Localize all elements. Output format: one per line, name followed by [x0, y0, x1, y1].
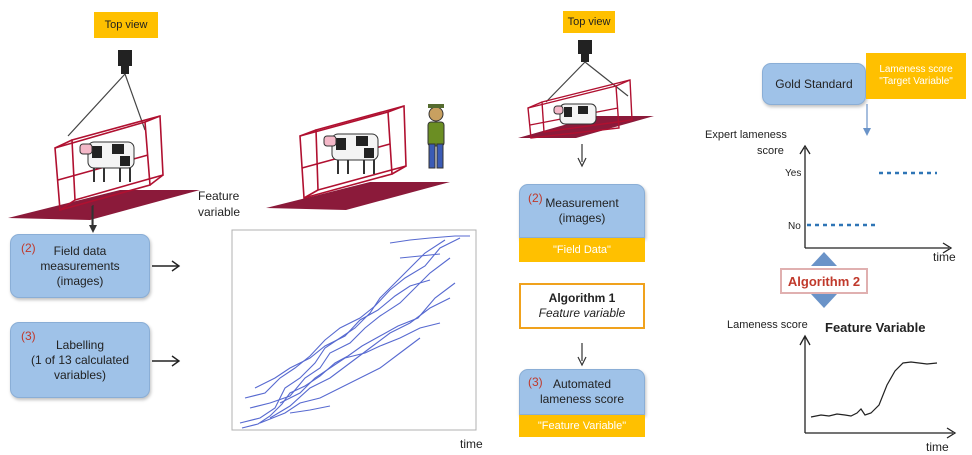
measurement-line1: Measurement — [545, 196, 619, 210]
feature-variable-label-line1: Feature — [198, 189, 240, 203]
top-view-label-left: Top view — [94, 12, 158, 38]
algorithm2-box: Algorithm 2 — [780, 268, 868, 294]
automated-score-num: (3) — [528, 375, 543, 389]
no-tick-label: No — [788, 221, 801, 232]
lameness-score-x-label: time — [926, 440, 949, 454]
field-data-line2: measurements — [40, 258, 120, 273]
lameness-score-chart — [799, 334, 957, 439]
target-variable-line1: Lameness score — [879, 64, 953, 75]
gold-standard-box: Gold Standard — [762, 63, 866, 105]
down-arrow-middle-2 — [577, 343, 587, 367]
algorithm1-box: Algorithm 1 Feature variable — [519, 283, 645, 329]
algorithm2-down-arrow — [811, 294, 837, 308]
expert-score-label-line1: Expert lameness — [705, 129, 787, 141]
expert-score-axis-label: Expert lameness score — [705, 127, 787, 159]
feature-variable-chart-title: Feature Variable — [825, 320, 926, 335]
field-data-line1: Field data — [53, 243, 107, 258]
target-variable-line2: "Target Variable" — [879, 76, 953, 87]
algorithm2-up-arrow — [811, 252, 837, 266]
algorithm1-subtitle: Feature variable — [538, 306, 626, 320]
cage-with-farmer-illustration — [266, 104, 450, 210]
measurement-box: (2) Measurement (images) — [519, 184, 645, 238]
labelling-line2: (1 of 13 calculated — [30, 352, 130, 367]
field-data-line3: (images) — [56, 273, 104, 288]
feature-variable-tag: "Feature Variable" — [519, 415, 645, 437]
feature-variable-x-label: time — [460, 437, 483, 451]
right-arrow-field — [152, 260, 181, 272]
labelling-line3: variables) — [53, 367, 107, 382]
field-data-box: (2) Field data measurements (images) — [10, 234, 150, 298]
labelling-box: (3) Labelling (1 of 13 calculated variab… — [10, 322, 150, 398]
field-data-num: (2) — [21, 241, 36, 255]
automated-score-line2: lameness score — [539, 392, 625, 406]
measurement-num: (2) — [528, 191, 543, 205]
feature-variable-axis-label: Feature variable — [198, 188, 240, 220]
feature-variable-label-line2: variable — [198, 205, 241, 219]
expert-score-label-line2: score — [757, 145, 784, 157]
expert-score-chart — [799, 144, 953, 254]
yes-tick-label: Yes — [785, 168, 802, 179]
lameness-score-axis-label: Lameness score — [727, 319, 808, 331]
expert-score-x-label: time — [933, 250, 956, 264]
top-view-label-middle: Top view — [563, 11, 615, 33]
feature-variable-plot — [231, 229, 477, 431]
automated-score-line1: Automated — [552, 377, 612, 391]
down-arrow-left — [89, 205, 97, 233]
measurement-line2: (images) — [558, 211, 606, 225]
field-data-tag: "Field Data" — [519, 238, 645, 262]
camera-cage-illustration-middle — [518, 40, 654, 139]
down-arrow-middle-1 — [577, 144, 587, 168]
algorithm1-title: Algorithm 1 — [548, 291, 616, 305]
camera-cage-illustration-left — [8, 50, 200, 226]
automated-score-box: (3) Automated lameness score — [519, 369, 645, 415]
gold-standard-connector — [863, 104, 871, 136]
labelling-line1: Labelling — [55, 337, 105, 352]
right-arrow-labelling — [152, 355, 181, 367]
target-variable-box: Lameness score "Target Variable" — [866, 53, 966, 99]
labelling-num: (3) — [21, 329, 36, 343]
